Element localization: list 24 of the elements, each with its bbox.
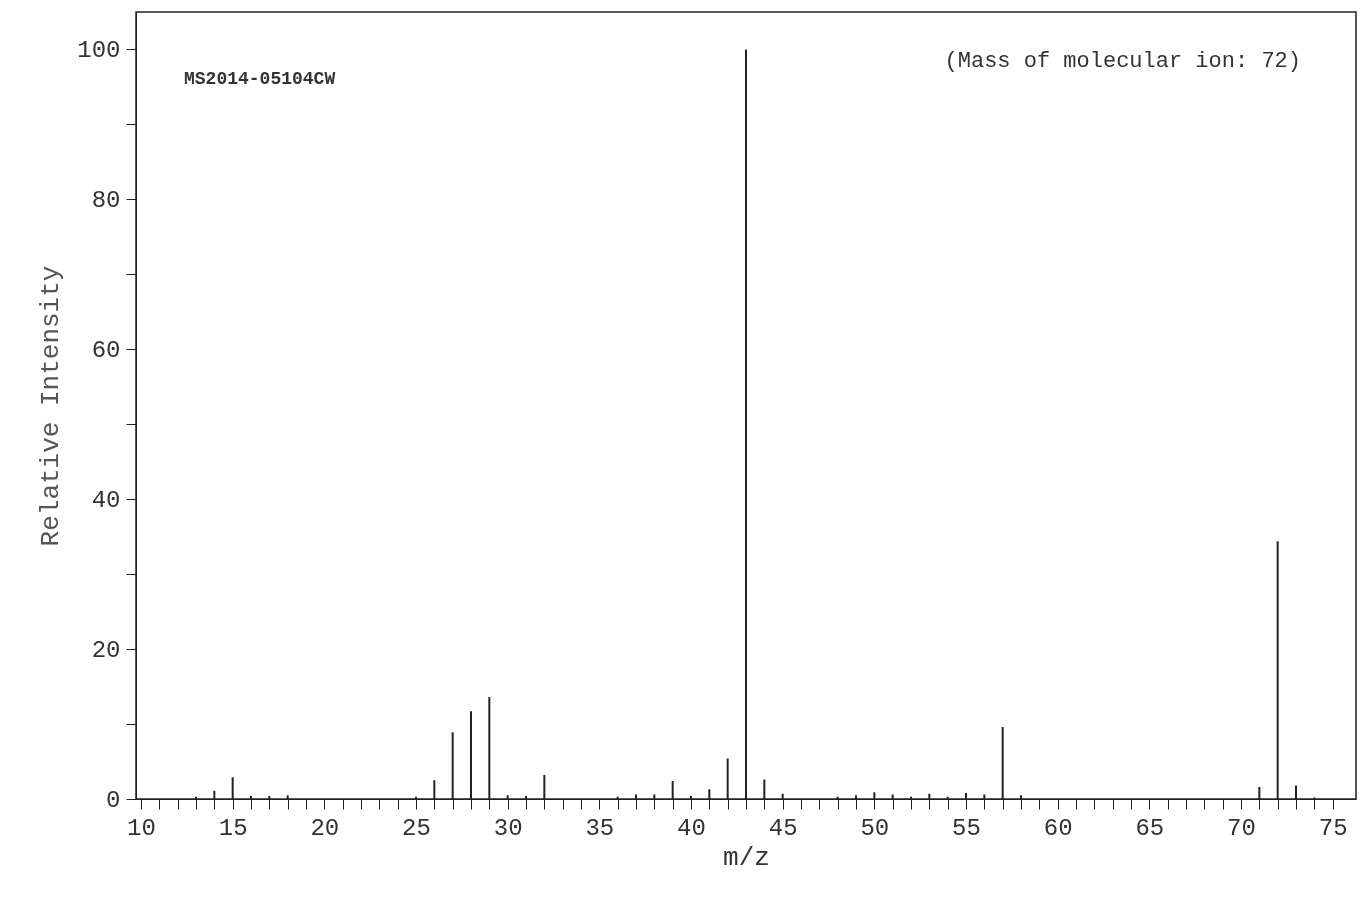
x-tick-label: 70: [1227, 814, 1256, 842]
x-tick-label: 35: [585, 814, 615, 842]
y-tick-label: 60: [91, 336, 121, 364]
y-tick-label: 20: [91, 636, 121, 664]
y-tick-label: 100: [77, 36, 121, 64]
x-tick-label: 55: [952, 814, 981, 842]
x-tick-label: 45: [768, 814, 798, 842]
x-axis-title: m/z: [723, 842, 770, 873]
x-tick-label: 15: [218, 814, 248, 842]
y-tick-label: 0: [106, 786, 121, 814]
x-tick-label: 50: [860, 814, 890, 842]
x-tick-label: 65: [1135, 814, 1165, 842]
y-tick-label: 80: [91, 186, 121, 214]
x-tick-label: 75: [1318, 814, 1348, 842]
x-tick-label: 40: [677, 814, 706, 842]
x-tick-label: 60: [1043, 814, 1073, 842]
x-tick-label: 10: [127, 814, 156, 842]
y-axis-title: Relative Intensity: [36, 265, 67, 547]
x-tick-label: 30: [493, 814, 523, 842]
annotation: MS2014-05104CW: [184, 69, 336, 89]
y-tick-label: 40: [91, 486, 121, 514]
x-tick-label: 25: [402, 814, 431, 842]
annotation: (Mass of molecular ion: 72): [944, 49, 1301, 74]
x-tick-label: 20: [310, 814, 340, 842]
